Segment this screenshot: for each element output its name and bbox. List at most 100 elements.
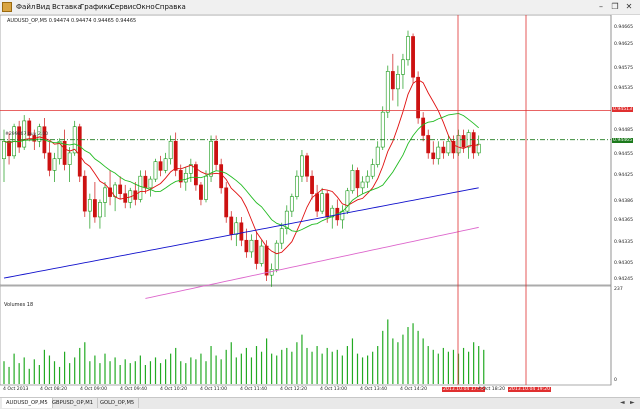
scroll-left-icon[interactable]: ◄ [620, 399, 625, 406]
time-label: 4 Oct 13:00 [320, 387, 348, 392]
restore-icon[interactable]: ❐ [611, 2, 619, 11]
candle [264, 245, 269, 276]
candle [199, 184, 203, 200]
time-label: 4 Oct 09:40 [120, 387, 148, 392]
menu-help[interactable]: Справка [155, 3, 186, 11]
candle [103, 187, 107, 203]
candle [118, 184, 123, 194]
price-label: 0.94665 [614, 25, 633, 30]
candle [390, 71, 395, 90]
candle [148, 178, 153, 189]
candle [436, 146, 441, 160]
price-label: 0.94305 [614, 261, 633, 266]
candle [249, 239, 254, 253]
candle [294, 175, 299, 197]
candle [183, 172, 188, 183]
candle [411, 36, 415, 78]
menu-window[interactable]: Окно [136, 3, 155, 11]
red-line-price-tag: 0.94513 [612, 107, 633, 112]
price-label: 0.94386 [614, 199, 633, 204]
candle [451, 140, 456, 154]
volume-axis-max: 237 [614, 287, 623, 292]
minimize-icon[interactable]: – [599, 2, 603, 11]
menu-tools[interactable]: Сервис [110, 3, 137, 11]
candle [456, 135, 461, 154]
price-chart[interactable] [0, 15, 640, 397]
candle [67, 152, 72, 165]
candle [82, 175, 87, 212]
candle [52, 158, 57, 171]
candle [98, 202, 102, 218]
scroll-right-icon[interactable]: ► [630, 399, 635, 406]
time-label: 4 Oct 11:40 [240, 387, 268, 392]
candle [446, 140, 451, 154]
price-label: 0.94425 [614, 173, 633, 178]
price-label: 0.94535 [614, 86, 633, 91]
time-label: 4 Oct 14:20 [400, 387, 428, 392]
candle [289, 196, 294, 212]
app-icon[interactable] [2, 2, 12, 12]
candle [143, 175, 148, 189]
candle [158, 161, 163, 171]
candle [395, 74, 400, 90]
candle [279, 228, 284, 244]
candle [320, 193, 325, 212]
time-label: 4 Oct 2013 [3, 387, 29, 392]
price-pane [0, 15, 612, 286]
candle [380, 111, 385, 148]
current-price-tag: 0.94465 [612, 138, 633, 143]
candle [57, 140, 62, 160]
candle [426, 135, 431, 154]
candle [7, 140, 11, 157]
candle [305, 155, 309, 177]
vline-time-tag-2: 2013.10.04 19:20 [508, 387, 552, 392]
price-label: 0.94625 [614, 42, 633, 47]
volume-bars [3, 319, 485, 384]
candle [209, 140, 213, 177]
price-label: 0.94455 [614, 152, 633, 157]
candle [27, 120, 32, 136]
candle [284, 210, 289, 229]
vline-time-tag-1: 2013.10.04 17:55 [442, 387, 486, 392]
volume-pane [0, 285, 612, 386]
menu-insert[interactable]: Вставка [52, 3, 82, 11]
candle [77, 126, 82, 177]
candle [234, 222, 239, 235]
candle [93, 199, 97, 218]
candle [360, 181, 365, 189]
candle [355, 170, 360, 189]
ma-green-line [3, 112, 479, 232]
candle [22, 120, 27, 148]
price-label: 0.94575 [614, 66, 633, 71]
price-label: 0.94485 [614, 128, 633, 133]
candle [178, 170, 183, 183]
ma-pink-line [145, 226, 479, 299]
price-label: 0.94365 [614, 218, 633, 223]
time-label: 4 Oct 11:00 [200, 387, 228, 392]
volumes-label: Volumes 18 [4, 302, 34, 308]
tab-gold[interactable]: GOLD_OP,M5 [96, 398, 140, 408]
tab-audusd[interactable]: AUDUSD_OP,M5 [2, 398, 53, 408]
candle [325, 193, 330, 218]
menu-view[interactable]: Вид [36, 3, 51, 11]
trade-tag: #299867 buy 2.00 [5, 132, 49, 137]
candle [345, 190, 350, 212]
time-label: 4 Oct 09:00 [80, 387, 108, 392]
chart-window[interactable]: AUDUSD_OP,M5 0.94474 0.94474 0.94465 0.9… [0, 15, 640, 397]
candle [219, 164, 224, 189]
volume-axis-zero: 0 [614, 378, 617, 383]
candle [188, 164, 193, 174]
candle [350, 170, 355, 192]
candle [17, 126, 22, 148]
candle [431, 152, 436, 160]
close-icon[interactable]: ✕ [625, 2, 633, 11]
candle [37, 126, 42, 142]
candle [401, 59, 405, 75]
tab-gbpusd[interactable]: GBPUSD_OP,M1 [48, 398, 99, 408]
candle [2, 140, 6, 160]
candle [259, 245, 264, 264]
ma-blue-line [3, 187, 479, 279]
menu-file[interactable]: Файл [16, 3, 36, 11]
time-label: 4 Oct 13:40 [360, 387, 388, 392]
menu-charts[interactable]: Графики [80, 3, 113, 11]
